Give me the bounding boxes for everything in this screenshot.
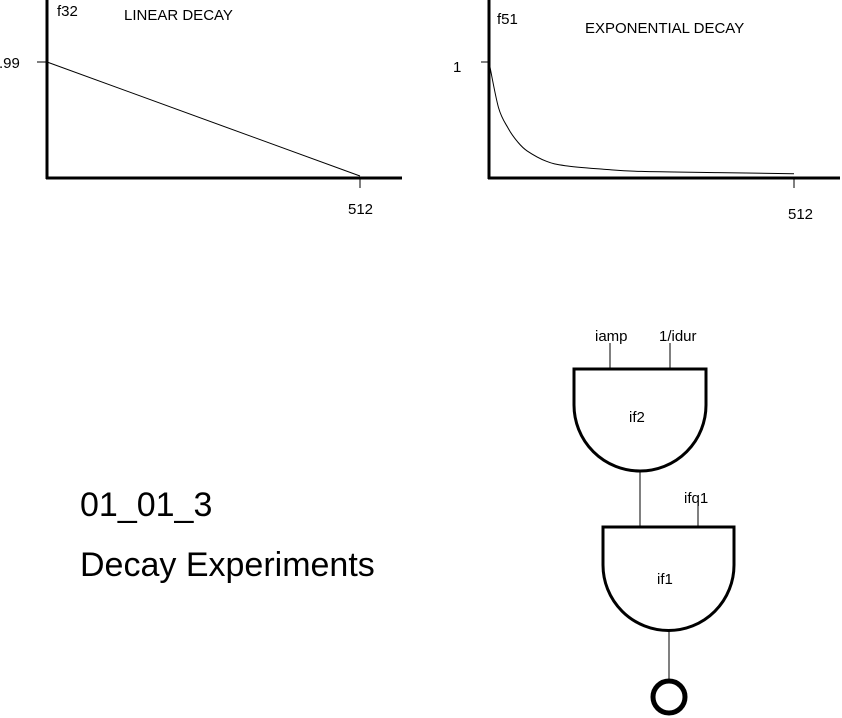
linear-table-name: f32 [57, 3, 78, 20]
example-number: 01_01_3 [80, 486, 212, 524]
exponential-table-name: f51 [497, 11, 518, 28]
oscillator-if1-shape [601, 525, 736, 632]
linear-decay-chart: f32 LINEAR DECAY .99 512 [0, 0, 402, 218]
example-subtitle: Decay Experiments [80, 546, 375, 584]
top-amp-input-label: iamp [595, 328, 628, 345]
linear-y-start-label: .99 [0, 55, 20, 72]
oscillator-if2-shape [572, 367, 708, 473]
output-circle-icon [650, 678, 688, 716]
bottom-freq-input-label: ifq1 [684, 490, 708, 507]
oscillator-if1-label: if1 [657, 571, 673, 588]
linear-x-end-label: 512 [348, 201, 373, 218]
linear-decay-curve [46, 61, 361, 177]
exponential-chart-title: EXPONENTIAL DECAY [585, 20, 744, 37]
oscillator-flowchart: iamp 1/idur if2 ifq1 if1 [572, 328, 736, 716]
exponential-y-start-label: 1 [453, 59, 461, 76]
exponential-decay-curve [488, 61, 795, 175]
oscillator-if2-label: if2 [629, 409, 645, 426]
exponential-decay-chart: f51 EXPONENTIAL DECAY 1 512 [453, 0, 840, 223]
exponential-x-end-label: 512 [788, 206, 813, 223]
linear-chart-title: LINEAR DECAY [124, 7, 233, 24]
top-freq-input-label: 1/idur [659, 328, 697, 345]
